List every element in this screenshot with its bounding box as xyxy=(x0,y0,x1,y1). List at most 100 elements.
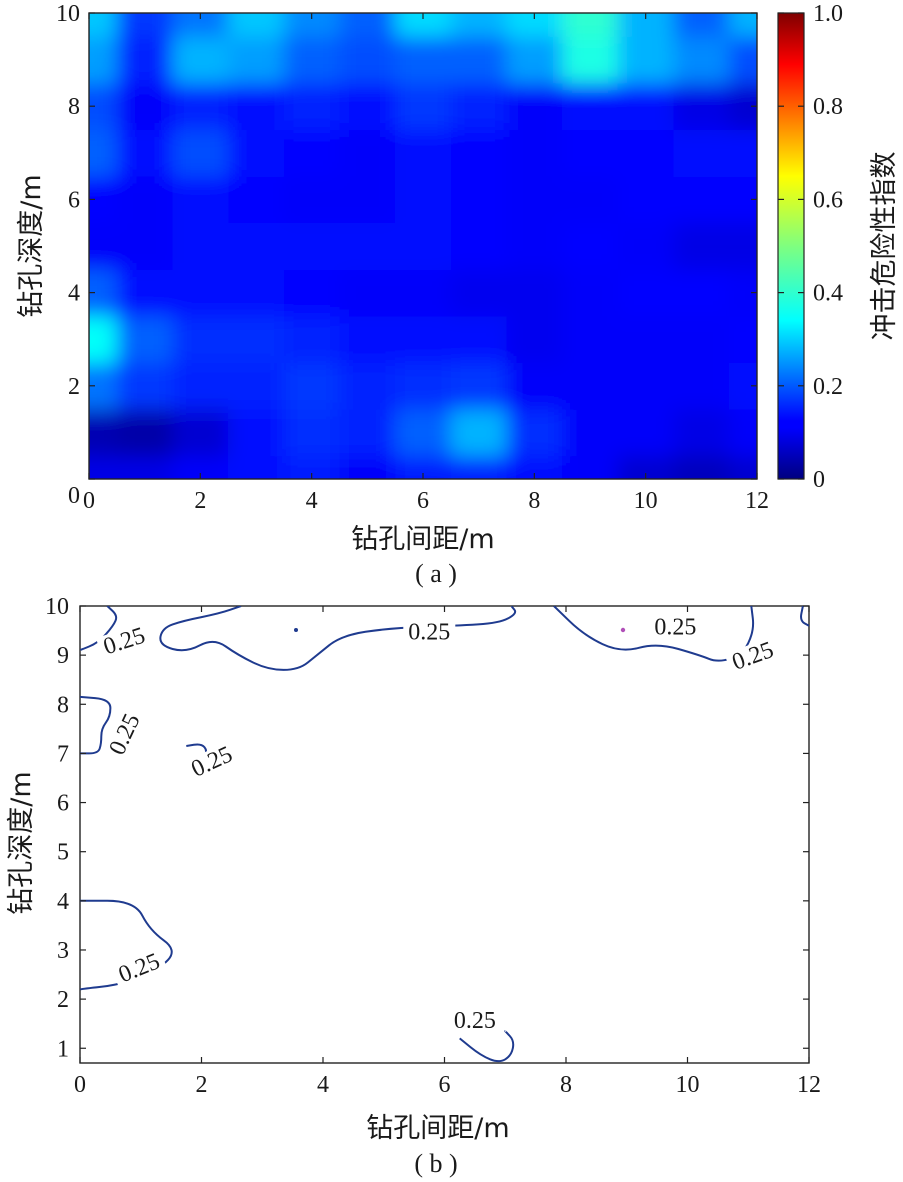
x-tick-label-a: 12 xyxy=(745,488,769,514)
heatmap-cell xyxy=(283,222,340,270)
heatmap-cell xyxy=(395,222,452,270)
heatmap-cell xyxy=(172,36,229,84)
heatmap-cell xyxy=(172,176,229,224)
heatmap-cell xyxy=(506,176,563,224)
heatmap-cell xyxy=(228,455,285,479)
heatmap-cell xyxy=(283,176,340,224)
heatmap-cell xyxy=(729,315,757,363)
heatmap-cell xyxy=(228,13,285,37)
heatmap-cell xyxy=(172,269,229,317)
heatmap-cell xyxy=(283,315,340,363)
heatmap-cell xyxy=(89,315,118,363)
heatmap-cell xyxy=(89,36,118,84)
contour-label-bg xyxy=(403,620,456,643)
x-tick-label-a: 4 xyxy=(306,488,318,514)
heatmap-cell xyxy=(562,129,619,177)
heatmap-cell xyxy=(673,315,730,363)
y-tick-label-b: 4 xyxy=(57,889,69,915)
x-tick-label-a: 0 xyxy=(83,488,95,514)
heatmap-cell xyxy=(395,269,452,317)
heatmap-cell xyxy=(617,36,674,84)
heatmap-cell xyxy=(339,455,396,479)
heatmap-cell xyxy=(283,409,340,457)
heatmap-cell xyxy=(395,409,452,457)
heatmap-cell xyxy=(617,269,674,317)
colorbar-tick-label: 0.4 xyxy=(813,281,843,307)
heatmap-cell xyxy=(228,176,285,224)
heatmap-cell xyxy=(283,129,340,177)
colorbar-ticks: 0 0.2 0.4 0.6 0.8 1.0 xyxy=(778,1,843,493)
heatmap-cell xyxy=(617,315,674,363)
heatmap-cell xyxy=(116,409,173,457)
heatmap-cell xyxy=(673,362,730,410)
heatmap-cell xyxy=(116,13,173,37)
heatmap-cell xyxy=(172,455,229,479)
heatmap-cell xyxy=(673,82,730,130)
contour-labels: 0.25 0.25 0.250.250.250.250.250.25 xyxy=(95,615,781,1034)
heatmap-cell xyxy=(673,13,730,37)
heatmap-cell xyxy=(450,362,507,410)
heatmap-cell xyxy=(506,362,563,410)
x-tick-label-b: 10 xyxy=(676,1072,700,1098)
heatmap-cell xyxy=(116,129,173,177)
heatmap-cell xyxy=(729,455,757,479)
heatmap-cell xyxy=(339,36,396,84)
heatmap-cell xyxy=(562,82,619,130)
x-tick-label-a: 10 xyxy=(634,488,658,514)
heatmap-cell xyxy=(617,82,674,130)
heatmap-cell xyxy=(172,315,229,363)
heatmap-cell xyxy=(562,409,619,457)
contour-line xyxy=(80,606,118,652)
heatmap-cell xyxy=(172,222,229,270)
heatmap-cell xyxy=(283,36,340,84)
heatmap-cell xyxy=(339,82,396,130)
colorbar xyxy=(777,12,805,480)
y-tick-label-a: 4 xyxy=(68,281,80,307)
heatmap-cell xyxy=(729,222,757,270)
panel-b: 0.25 0.25 0.250.250.250.250.250.25 0 2 4 6 8 10… xyxy=(6,594,821,1178)
heatmap-cell xyxy=(450,13,507,37)
heatmap-cell xyxy=(450,455,507,479)
heatmap-cell xyxy=(562,269,619,317)
heatmap-cell xyxy=(673,176,730,224)
heatmap-cell xyxy=(228,315,285,363)
heatmap-cell xyxy=(339,269,396,317)
heatmap-cell xyxy=(172,129,229,177)
heatmap-cell xyxy=(283,455,340,479)
caption-a: ( a ) xyxy=(415,559,457,588)
heatmap-cell xyxy=(116,82,173,130)
heatmap-cell xyxy=(617,455,674,479)
x-tick-label-a: 8 xyxy=(528,488,540,514)
heatmap-cell xyxy=(172,13,229,37)
heatmap-cell xyxy=(450,176,507,224)
heatmap-cell xyxy=(673,269,730,317)
heatmap-cell xyxy=(450,222,507,270)
heatmap-cell xyxy=(395,315,452,363)
heatmap-cell xyxy=(395,455,452,479)
heatmap-cell xyxy=(395,129,452,177)
contour-label: 0.25 xyxy=(454,1008,496,1034)
heatmap-cell xyxy=(450,82,507,130)
heatmap-cells xyxy=(89,13,757,479)
heatmap-cell xyxy=(339,13,396,37)
heatmap-cell xyxy=(506,315,563,363)
small-dot-magenta xyxy=(620,627,626,633)
heatmap-cell xyxy=(562,362,619,410)
heatmap-cell xyxy=(506,409,563,457)
heatmap-cell xyxy=(673,129,730,177)
contour-label-bg xyxy=(110,947,168,988)
heatmap-cell xyxy=(562,455,619,479)
heatmap-cell xyxy=(729,129,757,177)
x-tick-label-b: 4 xyxy=(317,1072,329,1098)
axis-a-ticks: 0 2 4 6 8 10 12 0 2 4 6 8 10 xyxy=(56,1,769,514)
heatmap-cell xyxy=(339,222,396,270)
x-axis-title-a: 钻孔间距/m xyxy=(351,524,494,555)
heatmap-cell xyxy=(228,129,285,177)
contour-line xyxy=(459,1030,515,1063)
heatmap-cell xyxy=(729,36,757,84)
heatmap-cell xyxy=(506,455,563,479)
y-tick-label-b: 7 xyxy=(57,741,69,767)
y-tick-label-b: 9 xyxy=(57,643,69,669)
colorbar-tick-label: 0 xyxy=(813,467,825,493)
